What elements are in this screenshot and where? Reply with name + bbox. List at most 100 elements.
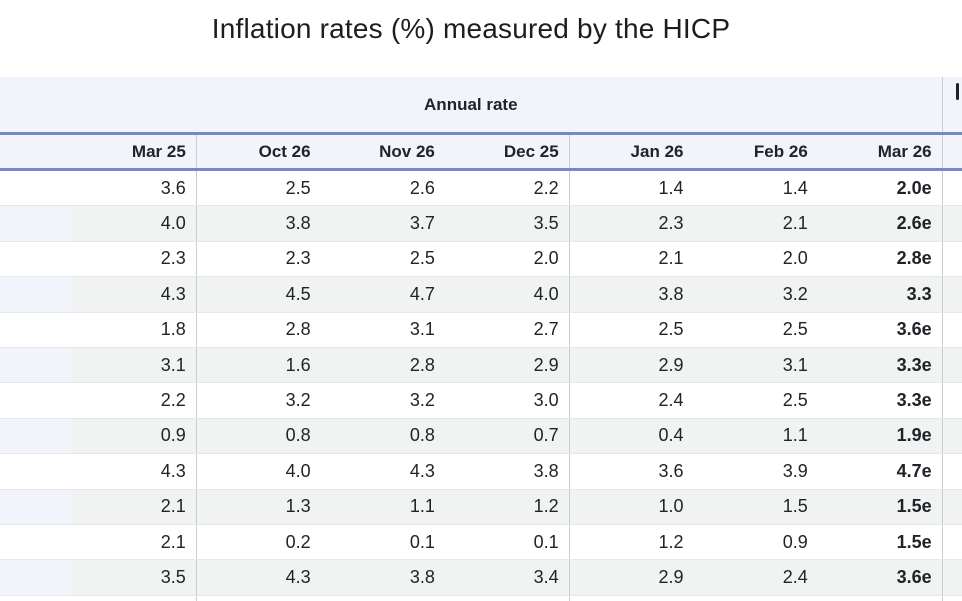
table-row: 0.9 0.8 0.8 0.7 0.4 1.1 1.9e — [0, 418, 962, 455]
clipped-value-cell — [942, 489, 962, 525]
clipped-value-cell — [942, 453, 962, 490]
value-cell: 0.4 — [569, 418, 694, 455]
column-header-row: Mar 25 Oct 26 Nov 26 Dec 25 Jan 26 Feb 26 Mar … — [0, 132, 962, 171]
value-cell: 4.3 — [320, 453, 445, 490]
value-cell: 3.1 — [693, 347, 818, 384]
value-cell: 4.5 — [196, 276, 321, 313]
value-cell: 1.4 — [693, 169, 818, 207]
value-cell — [320, 595, 445, 601]
clipped-column-header — [942, 132, 962, 171]
section-header-row: Annual rate — [0, 77, 962, 134]
value-cell: 3.6 — [569, 453, 694, 490]
value-cell: 3.1 — [320, 312, 445, 348]
value-cell: 1.4 — [569, 169, 694, 207]
value-cell: 2.5 — [693, 382, 818, 419]
value-cell: 4.7e — [817, 453, 943, 490]
table-row: 2.2 3.2 3.2 3.0 2.4 2.5 3.3e — [0, 382, 962, 419]
value-cell: 1.2 — [444, 489, 570, 525]
column-header: Jan 26 — [569, 132, 694, 171]
value-cell: 3.2 — [693, 276, 818, 313]
value-cell: 0.8 — [320, 418, 445, 455]
row-header-cell — [0, 312, 72, 348]
clipped-value-cell — [942, 205, 962, 242]
value-cell: 2.3 — [196, 241, 321, 278]
value-cell: 3.6e — [817, 559, 943, 596]
value-cell: 2.1 — [72, 524, 197, 561]
value-cell — [817, 595, 943, 601]
value-cell: 2.1 — [693, 205, 818, 242]
value-cell — [693, 595, 818, 601]
row-header-cell — [0, 241, 72, 278]
value-cell: 0.2 — [196, 524, 321, 561]
value-cell: 2.5 — [196, 169, 321, 207]
value-cell — [569, 595, 694, 601]
column-header: Dec 25 — [444, 132, 570, 171]
clipped-next-section-header — [942, 77, 962, 134]
value-cell: 0.1 — [320, 524, 445, 561]
value-cell: 3.2 — [320, 382, 445, 419]
value-cell: 2.1 — [72, 489, 197, 525]
value-cell: 2.9 — [444, 347, 570, 384]
clipped-value-cell — [942, 559, 962, 596]
table-row: 2.3 2.3 2.5 2.0 2.1 2.0 2.8e — [0, 241, 962, 278]
value-cell: 2.0 — [693, 241, 818, 278]
value-cell: 2.4 — [569, 382, 694, 419]
value-cell: 4.3 — [72, 276, 197, 313]
value-cell: 3.0 — [444, 382, 570, 419]
clipped-glyph-fragment — [955, 83, 959, 100]
clipped-value-cell — [942, 524, 962, 561]
value-cell: 2.5 — [569, 312, 694, 348]
table-row: 4.3 4.0 4.3 3.8 3.6 3.9 4.7e — [0, 453, 962, 490]
value-cell: 2.8e — [817, 241, 943, 278]
value-cell: 2.9 — [569, 559, 694, 596]
value-cell — [72, 595, 197, 601]
value-cell — [942, 595, 962, 601]
value-cell: 3.8 — [444, 453, 570, 490]
clipped-value-cell — [942, 169, 962, 207]
value-cell: 2.7 — [444, 312, 570, 348]
value-cell: 0.9 — [72, 418, 197, 455]
row-header-cell — [0, 347, 72, 384]
value-cell: 2.6e — [817, 205, 943, 242]
row-header-cell — [0, 382, 72, 419]
value-cell: 2.0 — [444, 241, 570, 278]
page-title: Inflation rates (%) measured by the HICP — [211, 13, 731, 44]
value-cell: 3.1 — [72, 347, 197, 384]
value-cell: 1.1 — [320, 489, 445, 525]
value-cell: 2.3 — [72, 241, 197, 278]
value-cell: 2.3 — [569, 205, 694, 242]
row-header-corner-cell — [0, 132, 72, 171]
row-header-cell — [0, 276, 72, 313]
value-cell: 1.5e — [817, 524, 943, 561]
clipped-value-cell — [942, 241, 962, 278]
column-header: Mar 25 — [72, 132, 197, 171]
value-cell: 3.7 — [320, 205, 445, 242]
value-cell: 4.3 — [196, 559, 321, 596]
column-header: Nov 26 — [320, 132, 445, 171]
value-cell: 3.3e — [817, 347, 943, 384]
table-row: 2.1 1.3 1.1 1.2 1.0 1.5 1.5e — [0, 489, 962, 525]
value-cell: 3.9 — [693, 453, 818, 490]
value-cell: 0.1 — [444, 524, 570, 561]
clipped-value-cell — [942, 276, 962, 313]
value-cell: 2.5 — [320, 241, 445, 278]
value-cell: 2.2 — [444, 169, 570, 207]
section-header-annual-rate: Annual rate — [0, 77, 943, 134]
value-cell: 1.5e — [817, 489, 943, 525]
value-cell: 1.1 — [693, 418, 818, 455]
value-cell: 3.6 — [72, 169, 197, 207]
value-cell: 3.5 — [72, 559, 197, 596]
value-cell: 2.9 — [569, 347, 694, 384]
value-cell: 1.6 — [196, 347, 321, 384]
clipped-value-cell — [942, 418, 962, 455]
table-row: 4.3 4.5 4.7 4.0 3.8 3.2 3.3 — [0, 276, 962, 313]
value-cell — [196, 595, 321, 601]
clipped-value-cell — [942, 382, 962, 419]
value-cell: 1.5 — [693, 489, 818, 525]
value-cell: 2.8 — [320, 347, 445, 384]
value-cell: 3.4 — [444, 559, 570, 596]
value-cell: 3.3 — [817, 276, 943, 313]
value-cell: 3.8 — [196, 205, 321, 242]
column-header: Oct 26 — [196, 132, 321, 171]
